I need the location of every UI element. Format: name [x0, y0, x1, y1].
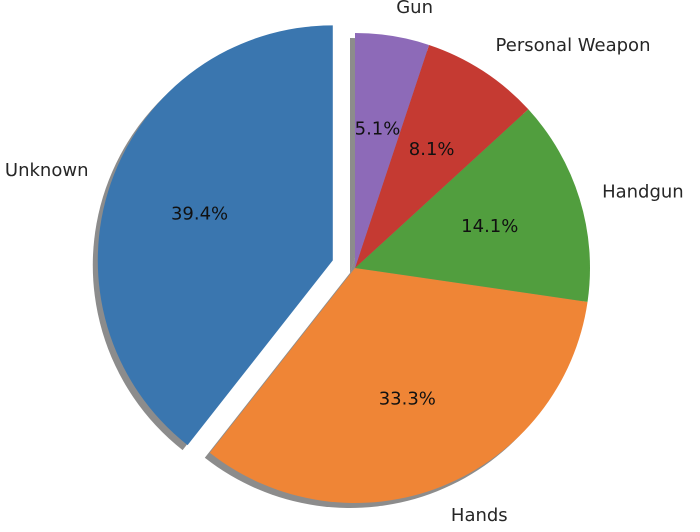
- percent-label-personal-weapon: 8.1%: [409, 139, 455, 160]
- slice-label-hands: Hands: [451, 505, 508, 526]
- percent-labels: 39.4% 33.3% 14.1% 8.1% 5.1%: [171, 118, 518, 409]
- slice-labels: Unknown Hands Handgun Personal Weapon Gun: [5, 0, 684, 526]
- percent-label-unknown: 39.4%: [171, 204, 228, 225]
- slice-hands: [209, 268, 588, 504]
- slice-personal-weapon: [355, 44, 529, 269]
- slice-handgun: [355, 109, 591, 302]
- slice-label-unknown: Unknown: [5, 160, 89, 181]
- slice-label-handgun: Handgun: [602, 181, 684, 202]
- slice-label-personal-weapon: Personal Weapon: [496, 35, 651, 56]
- pie-slices: [97, 25, 591, 504]
- percent-label-hands: 33.3%: [379, 388, 436, 409]
- slice-gun: [355, 33, 430, 268]
- percent-label-handgun: 14.1%: [461, 216, 518, 237]
- slice-label-gun: Gun: [396, 0, 433, 18]
- percent-label-gun: 5.1%: [355, 118, 401, 139]
- slice-unknown: [97, 25, 333, 446]
